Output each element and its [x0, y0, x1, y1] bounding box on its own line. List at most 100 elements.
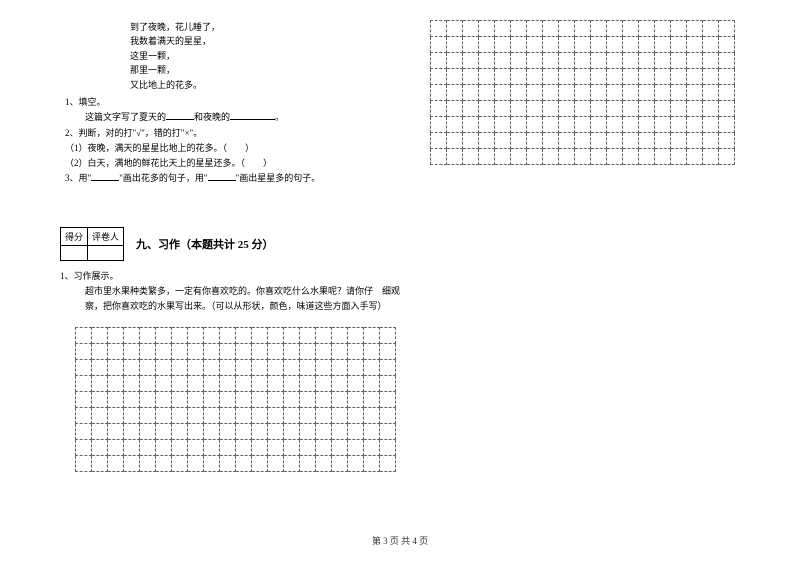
grid-cell[interactable] [76, 423, 92, 439]
grid-cell[interactable] [703, 133, 719, 149]
grid-cell[interactable] [332, 359, 348, 375]
grid-cell[interactable] [671, 37, 687, 53]
grid-cell[interactable] [124, 375, 140, 391]
grader-cell[interactable] [88, 245, 124, 260]
grid-cell[interactable] [671, 149, 687, 165]
grid-cell[interactable] [543, 85, 559, 101]
grid-cell[interactable] [527, 149, 543, 165]
grid-cell[interactable] [559, 37, 575, 53]
grid-cell[interactable] [639, 101, 655, 117]
grid-cell[interactable] [364, 359, 380, 375]
grid-cell[interactable] [447, 149, 463, 165]
grid-cell[interactable] [380, 423, 396, 439]
grid-cell[interactable] [92, 391, 108, 407]
grid-cell[interactable] [364, 327, 380, 343]
grid-cell[interactable] [156, 455, 172, 471]
grid-cell[interactable] [687, 149, 703, 165]
grid-cell[interactable] [559, 85, 575, 101]
grid-cell[interactable] [124, 327, 140, 343]
grid-cell[interactable] [527, 69, 543, 85]
grid-cell[interactable] [332, 439, 348, 455]
grid-cell[interactable] [332, 423, 348, 439]
grid-cell[interactable] [76, 375, 92, 391]
grid-cell[interactable] [108, 343, 124, 359]
grid-cell[interactable] [76, 455, 92, 471]
grid-cell[interactable] [252, 391, 268, 407]
grid-cell[interactable] [76, 407, 92, 423]
grid-cell[interactable] [380, 391, 396, 407]
grid-cell[interactable] [140, 407, 156, 423]
grid-cell[interactable] [300, 327, 316, 343]
grid-cell[interactable] [188, 343, 204, 359]
grid-cell[interactable] [591, 85, 607, 101]
grid-cell[interactable] [364, 439, 380, 455]
grid-cell[interactable] [124, 343, 140, 359]
grid-cell[interactable] [268, 327, 284, 343]
grid-cell[interactable] [543, 133, 559, 149]
grid-cell[interactable] [284, 407, 300, 423]
grid-cell[interactable] [559, 101, 575, 117]
grid-cell[interactable] [655, 69, 671, 85]
grid-cell[interactable] [703, 53, 719, 69]
grid-cell[interactable] [284, 455, 300, 471]
grid-cell[interactable] [639, 117, 655, 133]
grid-cell[interactable] [364, 391, 380, 407]
grid-cell[interactable] [431, 21, 447, 37]
grid-cell[interactable] [431, 133, 447, 149]
grid-cell[interactable] [527, 133, 543, 149]
grid-cell[interactable] [719, 101, 735, 117]
grid-cell[interactable] [543, 37, 559, 53]
grid-cell[interactable] [140, 455, 156, 471]
grid-cell[interactable] [364, 343, 380, 359]
grid-cell[interactable] [316, 327, 332, 343]
grid-cell[interactable] [220, 407, 236, 423]
grid-cell[interactable] [671, 101, 687, 117]
grid-cell[interactable] [591, 117, 607, 133]
grid-cell[interactable] [140, 439, 156, 455]
grid-cell[interactable] [575, 53, 591, 69]
grid-cell[interactable] [431, 117, 447, 133]
grid-cell[interactable] [607, 117, 623, 133]
grid-cell[interactable] [591, 21, 607, 37]
grid-cell[interactable] [575, 21, 591, 37]
grid-cell[interactable] [188, 391, 204, 407]
grid-cell[interactable] [284, 343, 300, 359]
grid-cell[interactable] [332, 407, 348, 423]
grid-cell[interactable] [108, 391, 124, 407]
grid-cell[interactable] [188, 327, 204, 343]
grid-cell[interactable] [671, 21, 687, 37]
grid-cell[interactable] [348, 423, 364, 439]
grid-cell[interactable] [559, 69, 575, 85]
grid-cell[interactable] [380, 343, 396, 359]
grid-cell[interactable] [236, 327, 252, 343]
grid-cell[interactable] [204, 439, 220, 455]
grid-cell[interactable] [188, 455, 204, 471]
grid-cell[interactable] [495, 133, 511, 149]
grid-cell[interactable] [623, 101, 639, 117]
grid-cell[interactable] [511, 21, 527, 37]
grid-cell[interactable] [687, 133, 703, 149]
grid-cell[interactable] [479, 85, 495, 101]
grid-cell[interactable] [156, 439, 172, 455]
grid-cell[interactable] [108, 455, 124, 471]
grid-cell[interactable] [447, 37, 463, 53]
grid-cell[interactable] [140, 359, 156, 375]
grid-cell[interactable] [348, 343, 364, 359]
grid-cell[interactable] [332, 455, 348, 471]
grid-cell[interactable] [495, 21, 511, 37]
grid-cell[interactable] [332, 391, 348, 407]
grid-cell[interactable] [655, 21, 671, 37]
grid-cell[interactable] [687, 117, 703, 133]
grid-cell[interactable] [140, 375, 156, 391]
grid-cell[interactable] [575, 101, 591, 117]
grid-cell[interactable] [639, 21, 655, 37]
grid-cell[interactable] [591, 149, 607, 165]
grid-cell[interactable] [463, 53, 479, 69]
grid-cell[interactable] [703, 117, 719, 133]
grid-cell[interactable] [607, 69, 623, 85]
grid-cell[interactable] [703, 37, 719, 53]
grid-cell[interactable] [236, 455, 252, 471]
grid-cell[interactable] [268, 359, 284, 375]
grid-cell[interactable] [463, 149, 479, 165]
grid-cell[interactable] [463, 85, 479, 101]
